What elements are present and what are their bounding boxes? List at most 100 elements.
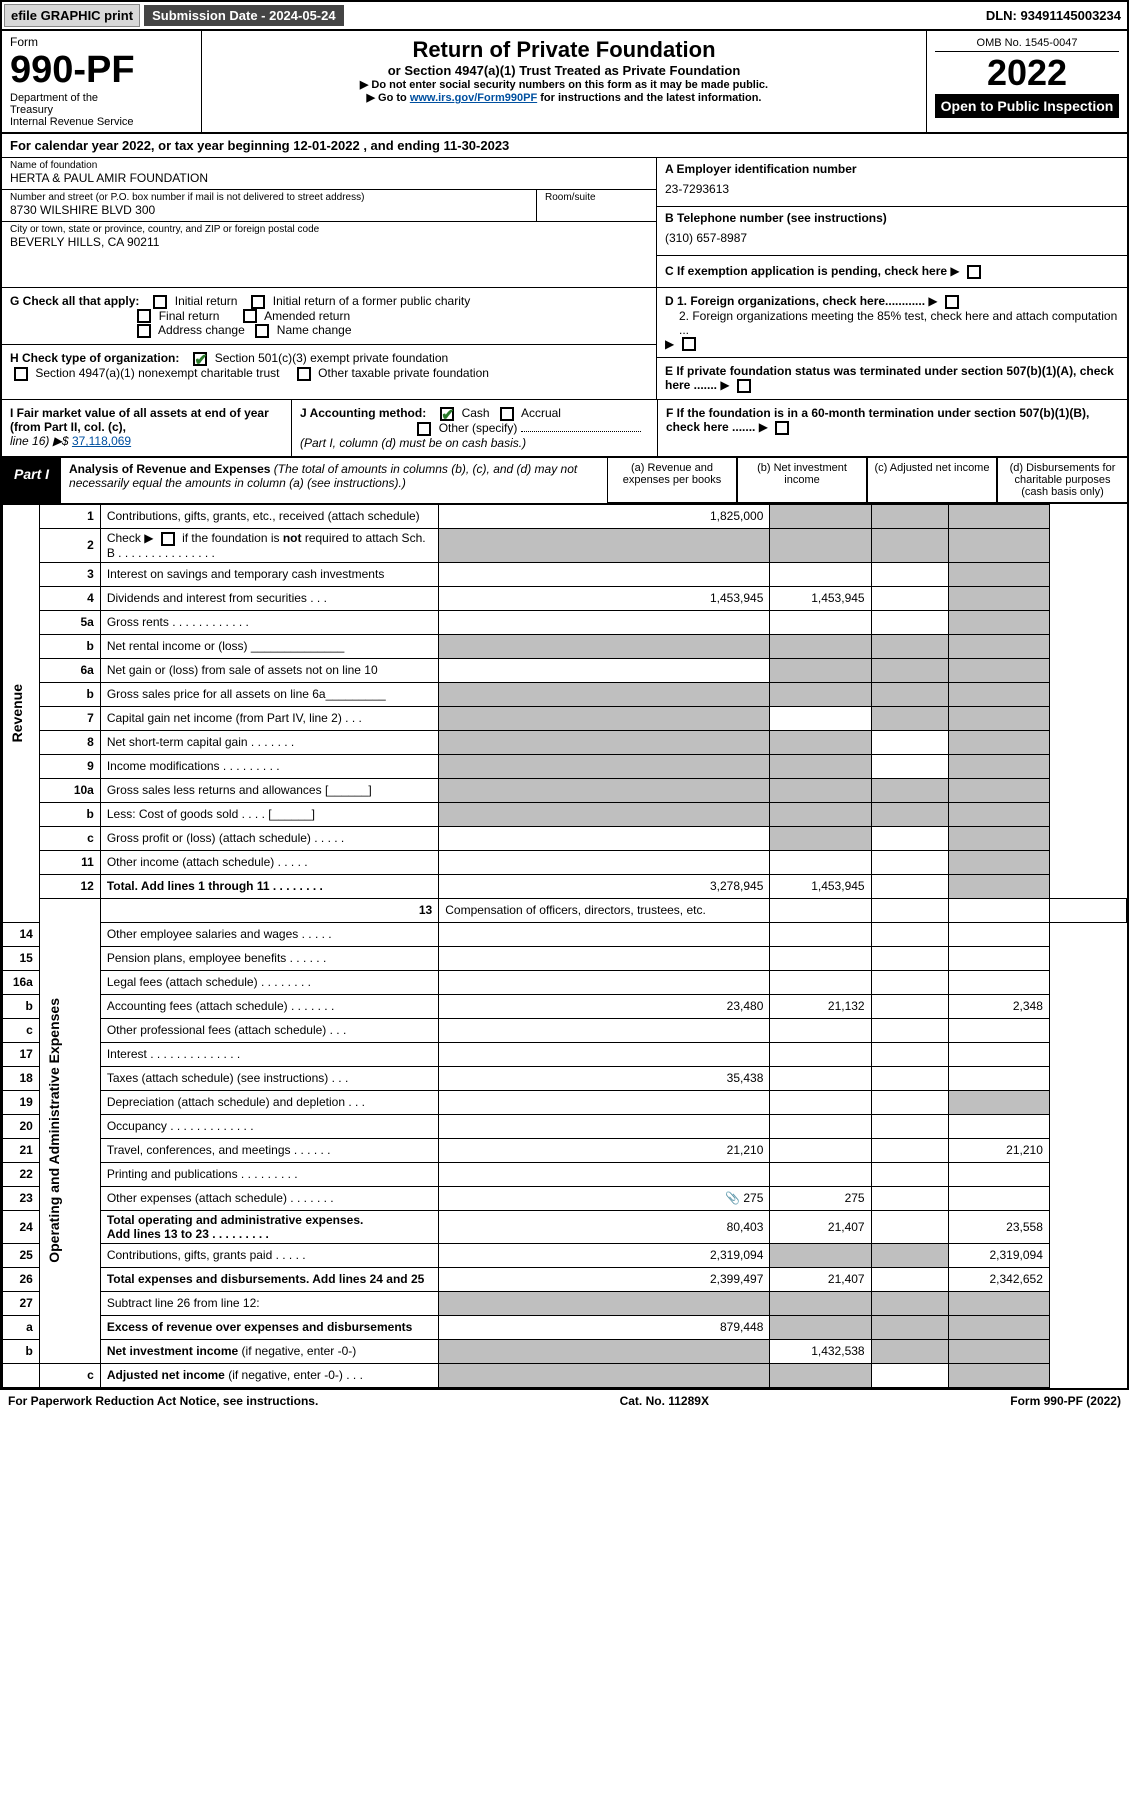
row-num: 4 — [39, 586, 100, 610]
row-desc: Contributions, gifts, grants, etc., rece… — [100, 504, 438, 528]
row-num: b — [3, 1339, 40, 1363]
cb-501c3[interactable] — [193, 352, 207, 366]
revenue-label: Revenue — [9, 684, 25, 742]
val-d: 23,558 — [948, 1210, 1049, 1243]
val-a: 📎 275 — [439, 1186, 770, 1210]
col-a: (a) Revenue and expenses per books — [607, 458, 737, 503]
ein-label: A Employer identification number — [665, 162, 1119, 176]
row-num: 25 — [3, 1243, 40, 1267]
c-label: C If exemption application is pending, c… — [665, 264, 947, 278]
row-num: 13 — [100, 898, 438, 922]
fmv-link[interactable]: 37,118,069 — [72, 434, 131, 448]
row-desc: Other professional fees (attach schedule… — [100, 1018, 438, 1042]
row-desc: Legal fees (attach schedule) . . . . . .… — [100, 970, 438, 994]
address: 8730 WILSHIRE BLVD 300 — [2, 203, 536, 221]
row-num: 18 — [3, 1066, 40, 1090]
row-desc: Interest . . . . . . . . . . . . . . — [100, 1042, 438, 1066]
row-desc: Subtract line 26 from line 12: — [100, 1291, 438, 1315]
calendar-year: For calendar year 2022, or tax year begi… — [2, 134, 1127, 158]
tel: (310) 657-8987 — [665, 225, 1119, 245]
row-desc: Adjusted net income (if negative, enter … — [100, 1363, 438, 1387]
row-num: b — [3, 994, 40, 1018]
irs-link[interactable]: www.irs.gov/Form990PF — [410, 92, 537, 104]
row-num: 16a — [3, 970, 40, 994]
cb-e[interactable] — [737, 379, 751, 393]
row-desc: Depreciation (attach schedule) and deple… — [100, 1090, 438, 1114]
row-desc: Other employee salaries and wages . . . … — [100, 922, 438, 946]
dln: DLN: 93491145003234 — [980, 5, 1127, 26]
city: BEVERLY HILLS, CA 90211 — [2, 235, 656, 253]
row-desc: Taxes (attach schedule) (see instruction… — [100, 1066, 438, 1090]
row-num: 15 — [3, 946, 40, 970]
row-num: 2 — [39, 528, 100, 562]
cb-initial-former[interactable] — [251, 295, 265, 309]
s4947: Section 4947(a)(1) nonexempt charitable … — [35, 366, 279, 380]
final-return: Final return — [159, 309, 220, 323]
tel-label: B Telephone number (see instructions) — [665, 211, 1119, 225]
row-num: b — [39, 634, 100, 658]
cb-accrual[interactable] — [500, 407, 514, 421]
accrual: Accrual — [521, 406, 561, 420]
row-num: c — [39, 1363, 100, 1387]
row-num: 11 — [39, 850, 100, 874]
row-desc: Less: Cost of goods sold . . . . [______… — [100, 802, 438, 826]
row-num: 22 — [3, 1162, 40, 1186]
val-a: 1,825,000 — [439, 504, 770, 528]
row-num: 10a — [39, 778, 100, 802]
val-a: 80,403 — [439, 1210, 770, 1243]
i-label: I Fair market value of all assets at end… — [10, 406, 269, 434]
row-num: b — [39, 802, 100, 826]
cb-f[interactable] — [775, 421, 789, 435]
row-num: 3 — [39, 562, 100, 586]
j-note: (Part I, column (d) must be on cash basi… — [300, 436, 526, 450]
row-num: a — [3, 1315, 40, 1339]
note2: ▶ Go to www.irs.gov/Form990PF for instru… — [210, 91, 918, 104]
cb-final[interactable] — [137, 309, 151, 323]
i-line: line 16) ▶$ — [10, 434, 72, 448]
row-desc: Pension plans, employee benefits . . . .… — [100, 946, 438, 970]
ein: 23-7293613 — [665, 176, 1119, 196]
c-checkbox[interactable] — [967, 265, 981, 279]
tax-year: 2022 — [935, 52, 1119, 94]
room-label: Room/suite — [537, 190, 656, 203]
row-desc: Income modifications . . . . . . . . . — [100, 754, 438, 778]
cb-other-method[interactable] — [417, 422, 431, 436]
cb-amended[interactable] — [243, 309, 257, 323]
efile-print-btn[interactable]: efile GRAPHIC print — [4, 4, 140, 27]
cb-schb[interactable] — [161, 532, 175, 546]
footer-mid: Cat. No. 11289X — [620, 1394, 709, 1408]
cb-cash[interactable] — [440, 407, 454, 421]
addr-label: Number and street (or P.O. box number if… — [2, 190, 536, 203]
cb-d2[interactable] — [682, 337, 696, 351]
row-desc: Net short-term capital gain . . . . . . … — [100, 730, 438, 754]
cb-initial[interactable] — [153, 295, 167, 309]
row-num: 21 — [3, 1138, 40, 1162]
val-a: 2,399,497 — [439, 1267, 770, 1291]
row-desc: Total. Total. Add lines 1 through 11 . .… — [100, 874, 438, 898]
row-desc: Accounting fees (attach schedule) . . . … — [100, 994, 438, 1018]
row-num: 27 — [3, 1291, 40, 1315]
row-desc: Excess of revenue over expenses and disb… — [100, 1315, 438, 1339]
public-inspection: Open to Public Inspection — [935, 94, 1119, 118]
val-b: 21,132 — [770, 994, 871, 1018]
row-desc: Gross sales less returns and allowances … — [100, 778, 438, 802]
amended: Amended return — [264, 309, 350, 323]
val-d: 2,319,094 — [948, 1243, 1049, 1267]
row-desc: Gross profit or (loss) (attach schedule)… — [100, 826, 438, 850]
cb-name-change[interactable] — [255, 324, 269, 338]
cb-4947[interactable] — [14, 367, 28, 381]
row-num: b — [39, 682, 100, 706]
val-a: 3,278,945 — [439, 874, 770, 898]
row-desc: Compensation of officers, directors, tru… — [439, 898, 770, 922]
cb-other-tax[interactable] — [297, 367, 311, 381]
row-num: 23 — [3, 1186, 40, 1210]
row-desc: Check ▶ if the foundation is not require… — [100, 528, 438, 562]
form-label: Form — [10, 35, 193, 49]
form-subtitle: or Section 4947(a)(1) Trust Treated as P… — [210, 63, 918, 78]
row-desc: Net gain or (loss) from sale of assets n… — [100, 658, 438, 682]
f-label: F If the foundation is in a 60-month ter… — [666, 406, 1089, 434]
cb-addr-change[interactable] — [137, 324, 151, 338]
cb-d1[interactable] — [945, 295, 959, 309]
row-desc: Gross sales price for all assets on line… — [100, 682, 438, 706]
omb: OMB No. 1545-0047 — [935, 35, 1119, 52]
